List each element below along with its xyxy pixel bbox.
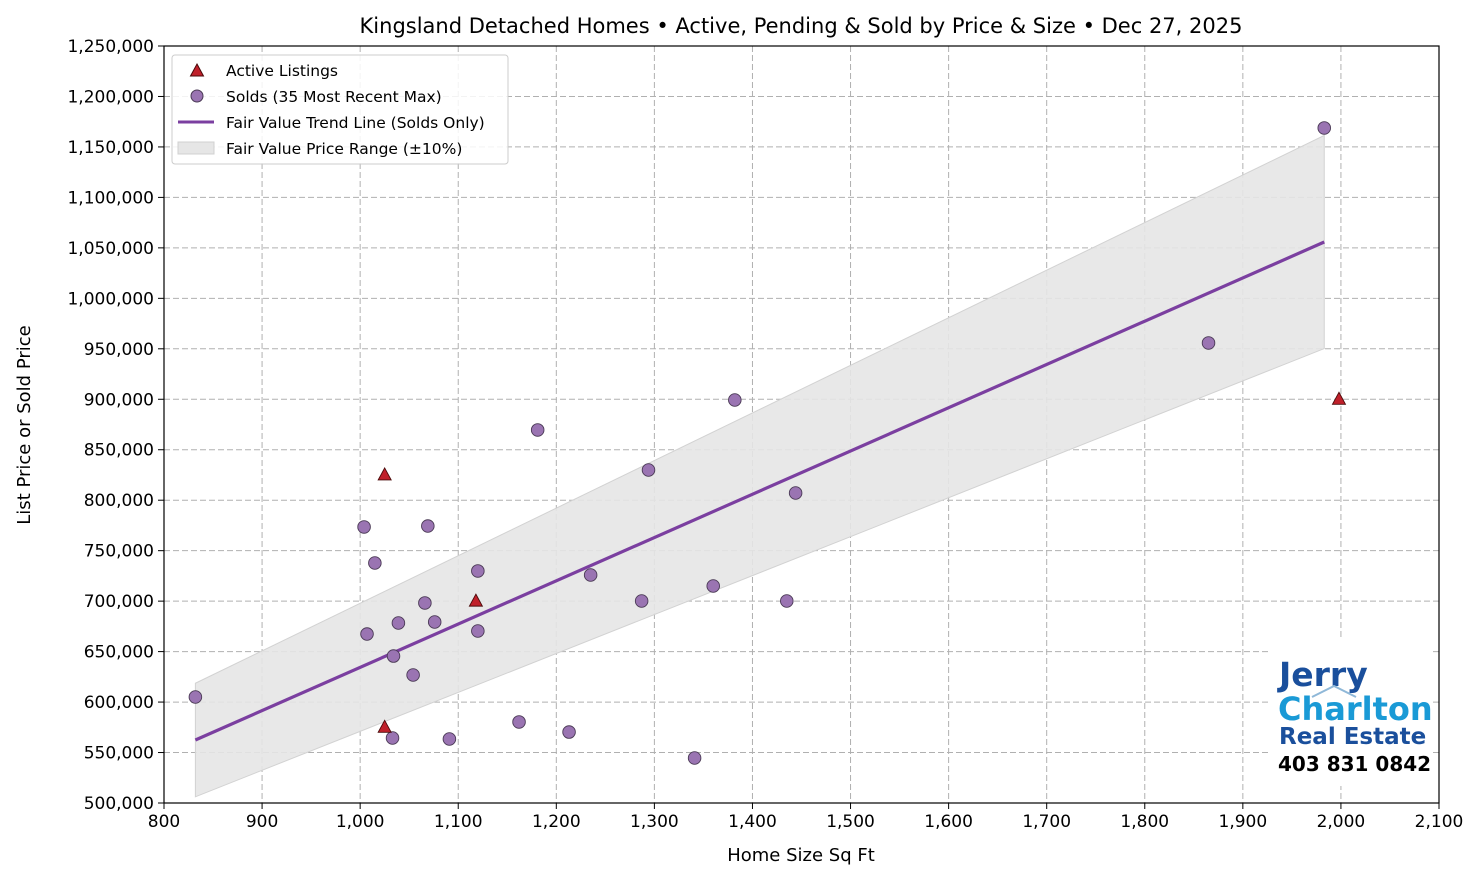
sold-point	[471, 624, 485, 638]
logo: Jerry Charlton Real Estate 403 831 0842	[1268, 640, 1433, 786]
y-tick-label: 650,000	[84, 643, 154, 663]
y-tick-label: 550,000	[84, 744, 154, 764]
sold-point	[780, 594, 794, 608]
sold-point	[391, 616, 406, 630]
x-tick-label: 1,800	[1120, 812, 1169, 832]
data-points	[188, 121, 1347, 765]
y-tick-label: 500,000	[84, 794, 154, 814]
legend-triangle-icon	[189, 62, 205, 77]
sold-point	[788, 486, 803, 500]
legend: Active Listings Solds (35 Most Recent Ma…	[171, 54, 509, 165]
sold-point	[385, 731, 400, 745]
x-tick-label: 1,700	[1022, 812, 1071, 832]
axes: 800 900 1,000 1,100 1,200 1,300 1,400 1,500 1,60…	[67, 37, 1463, 832]
active-listing-point	[377, 719, 392, 733]
sold-point	[1317, 121, 1331, 135]
x-tick-label: 2,000	[1317, 812, 1366, 832]
legend-band-icon	[177, 141, 215, 155]
fair-value-trend-line	[194, 240, 1325, 742]
sold-point	[368, 556, 382, 570]
sold-point	[442, 732, 457, 746]
sold-point	[512, 715, 526, 729]
plot-frame	[163, 45, 1440, 804]
sold-point	[1201, 336, 1216, 350]
sold-point	[728, 393, 742, 407]
trend-line-group	[194, 240, 1325, 742]
chart-title: Kingsland Detached Homes • Active, Pendi…	[360, 14, 1243, 38]
sold-point	[634, 594, 649, 608]
x-tick-label: 900	[246, 812, 278, 832]
x-tick-label: 1,000	[336, 812, 385, 832]
sold-point	[421, 519, 435, 533]
x-axis-label: Home Size Sq Ft	[727, 845, 875, 866]
y-tick-label: 1,150,000	[67, 138, 154, 158]
legend-trend: Fair Value Trend Line (Solds Only)	[226, 114, 485, 132]
active-listing-point	[1331, 391, 1347, 405]
sold-point	[360, 627, 374, 641]
y-axis-label: List Price or Sold Price	[14, 325, 35, 524]
legend-active: Active Listings	[226, 62, 338, 80]
x-tick-label: 1,100	[434, 812, 483, 832]
x-tick-label: 1,500	[826, 812, 875, 832]
sold-point	[530, 423, 545, 437]
y-tick-label: 1,050,000	[67, 239, 154, 259]
x-tick-label: 2,100	[1415, 812, 1464, 832]
active-listing-point	[468, 593, 484, 607]
logo-phone: 403 831 0842	[1278, 752, 1431, 776]
x-tick-label: 1,900	[1219, 812, 1268, 832]
y-tick-label: 950,000	[84, 340, 154, 360]
y-tick-label: 900,000	[84, 390, 154, 410]
x-tick-label: 1,300	[630, 812, 679, 832]
x-tick-label: 1,600	[924, 812, 973, 832]
legend-band: Fair Value Price Range (±10%)	[226, 140, 462, 158]
y-tick-label: 1,100,000	[67, 188, 154, 208]
y-tick-label: 600,000	[84, 693, 154, 713]
logo-line3: Real Estate	[1279, 724, 1426, 750]
sold-point	[418, 596, 432, 610]
logo-line1: Jerry	[1277, 655, 1368, 694]
sold-point	[471, 564, 485, 578]
x-tick-label: 1,400	[728, 812, 777, 832]
y-tick-label: 1,000,000	[67, 289, 154, 309]
sold-point	[706, 579, 720, 593]
x-tick-label: 800	[148, 812, 180, 832]
fair-value-band	[194, 134, 1325, 798]
sold-point	[188, 690, 203, 704]
sold-point	[641, 463, 656, 477]
legend-circle-icon	[190, 89, 204, 103]
sold-point	[357, 520, 371, 534]
sold-point	[583, 568, 598, 582]
y-tick-label: 750,000	[84, 542, 154, 562]
sold-point	[562, 725, 576, 739]
legend-solds: Solds (35 Most Recent Max)	[226, 88, 442, 106]
y-tick-label: 1,250,000	[67, 37, 154, 57]
fair-value-range-band	[194, 134, 1325, 798]
sold-point	[687, 751, 702, 765]
active-listing-point	[377, 467, 392, 481]
y-tick-label: 1,200,000	[67, 87, 154, 107]
sold-point	[427, 615, 442, 629]
logo-line2: Charlton	[1278, 690, 1433, 728]
sold-point	[406, 668, 420, 682]
y-tick-label: 700,000	[84, 592, 154, 612]
sold-point	[386, 649, 401, 663]
y-tick-label: 800,000	[84, 491, 154, 511]
x-tick-label: 1,200	[532, 812, 581, 832]
y-tick-label: 850,000	[84, 441, 154, 461]
